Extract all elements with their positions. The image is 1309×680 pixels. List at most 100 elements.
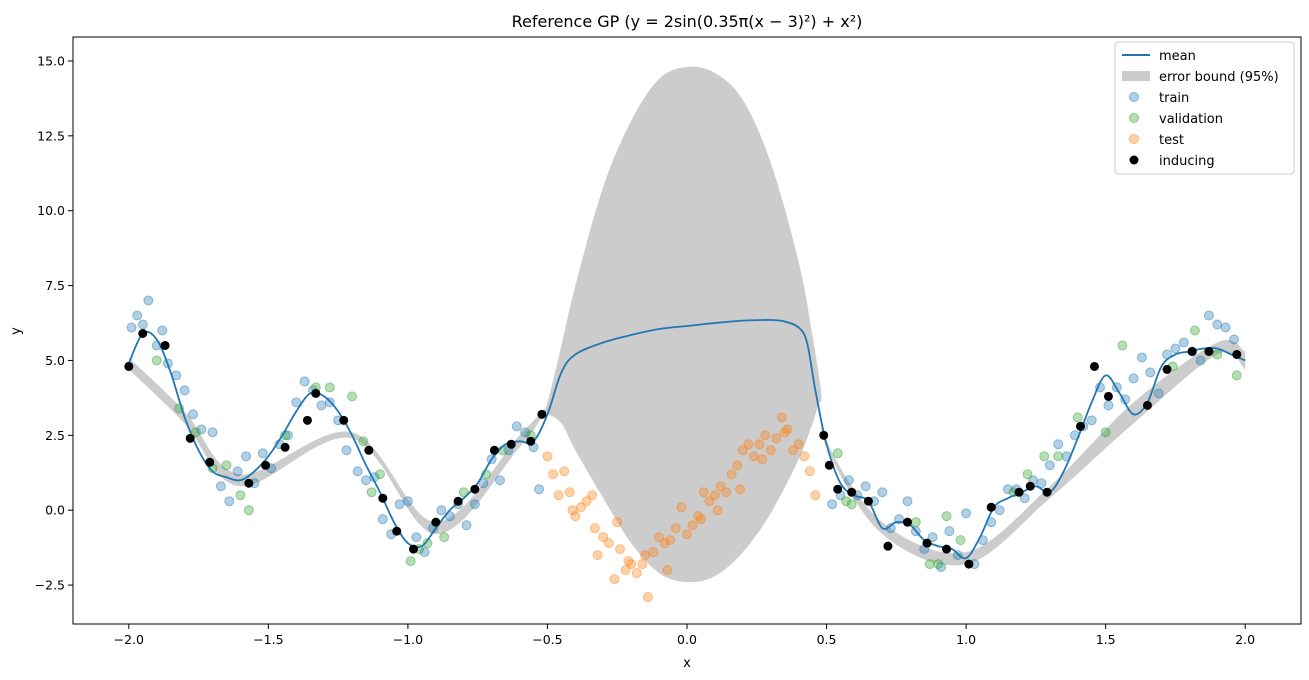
validation-point — [841, 496, 852, 507]
test-point — [665, 535, 676, 546]
test-point — [592, 550, 603, 561]
train-point — [291, 397, 302, 408]
inducing-point — [1232, 349, 1242, 359]
inducing-point — [280, 442, 290, 452]
train-point — [461, 520, 472, 531]
train-point — [827, 499, 838, 510]
test-point — [659, 538, 670, 549]
inducing-points — [124, 328, 1242, 569]
train-point — [1103, 400, 1114, 411]
train-point — [232, 466, 243, 477]
train-point — [469, 499, 480, 510]
test-point — [553, 490, 564, 501]
inducing-point — [124, 361, 134, 371]
validation-point — [1100, 427, 1111, 438]
x-tick-label: 0.0 — [677, 632, 697, 647]
train-point — [361, 475, 372, 486]
test-point — [612, 517, 623, 528]
x-tick-label: 0.5 — [817, 632, 837, 647]
test-point — [559, 466, 570, 477]
inducing-point — [863, 496, 873, 506]
inducing-point — [883, 541, 893, 551]
train-point — [843, 475, 854, 486]
inducing-point — [392, 526, 402, 536]
y-axis: −2.5 0.0 2.5 5.0 7.5 10.0 12.5 15.0 — [35, 53, 73, 593]
inducing-point — [431, 517, 441, 527]
train-point — [994, 505, 1005, 516]
train-point — [436, 505, 447, 516]
test-point — [637, 559, 648, 570]
train-point — [402, 496, 413, 507]
test-point — [709, 490, 720, 501]
test-point — [626, 559, 637, 570]
train-point — [179, 385, 190, 396]
validation-point — [1117, 340, 1128, 351]
train-point — [241, 451, 252, 462]
validation-point — [458, 487, 469, 498]
chart-title: Reference GP (y = 2sin(0.35π(x − 3)²) + … — [512, 12, 863, 31]
inducing-point — [244, 478, 254, 488]
inducing-point — [1014, 487, 1024, 497]
train-point — [316, 400, 327, 411]
train-point — [877, 487, 888, 498]
train-point — [944, 526, 955, 537]
legend-label-inducing: inducing — [1159, 154, 1215, 169]
legend-test-swatch — [1129, 134, 1139, 144]
test-point — [695, 514, 706, 525]
validation-point — [1039, 451, 1050, 462]
train-point — [1203, 310, 1214, 321]
x-tick-label: −2.0 — [114, 632, 144, 647]
test-point — [743, 439, 754, 450]
test-point — [698, 487, 709, 498]
x-tick-label: 1.0 — [956, 632, 976, 647]
inducing-point — [824, 460, 834, 470]
train-point — [1195, 355, 1206, 366]
train-point — [1002, 484, 1013, 495]
inducing-point — [833, 484, 843, 494]
test-point — [715, 481, 726, 492]
inducing-point — [1143, 400, 1152, 410]
validation-point — [375, 469, 385, 480]
train-point — [1153, 388, 1164, 399]
validation-point — [941, 511, 952, 522]
test-point — [676, 502, 687, 513]
validation-point — [324, 382, 335, 393]
train-point — [143, 295, 154, 306]
test-point — [732, 460, 743, 471]
validation-point — [151, 355, 162, 366]
train-point — [1145, 367, 1156, 378]
test-point — [648, 547, 659, 558]
legend: mean error bound (95%) train validation … — [1114, 41, 1295, 175]
test-point — [548, 469, 559, 480]
train-point — [1086, 415, 1097, 426]
train-point — [215, 481, 226, 492]
train-point — [1128, 373, 1139, 384]
inducing-point — [1042, 487, 1052, 497]
inducing-point — [1103, 391, 1113, 401]
train-point — [961, 508, 972, 519]
inducing-point — [185, 433, 195, 443]
test-point — [760, 430, 771, 441]
inducing-point — [537, 409, 547, 419]
validation-point — [235, 490, 246, 501]
train-point — [1053, 439, 1064, 450]
test-point — [642, 592, 653, 603]
validation-point — [1189, 325, 1200, 336]
train-point — [927, 532, 938, 543]
inducing-point — [470, 484, 480, 494]
test-point — [704, 496, 715, 507]
inducing-point — [506, 439, 516, 449]
train-point — [157, 325, 168, 336]
train-point — [1044, 460, 1055, 471]
validation-point — [1072, 412, 1083, 423]
train-point — [341, 445, 352, 456]
test-point — [782, 424, 793, 435]
legend-train-swatch — [1129, 92, 1139, 102]
train-point — [860, 481, 871, 492]
x-tick-label: 1.5 — [1096, 632, 1116, 647]
inducing-point — [819, 430, 829, 440]
validation-point — [422, 538, 433, 549]
validation-point — [405, 556, 416, 567]
train-point — [511, 421, 522, 432]
test-point — [570, 511, 581, 522]
